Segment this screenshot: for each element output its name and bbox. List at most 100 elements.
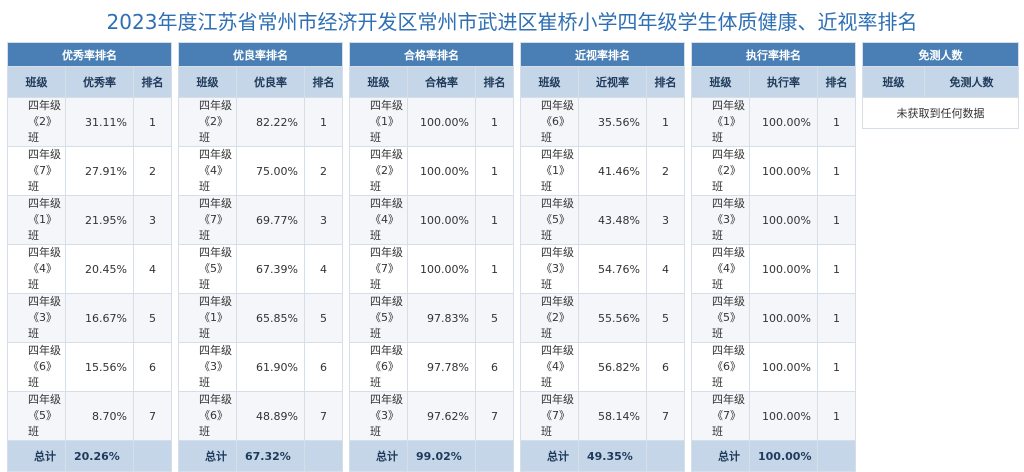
table-title: 近视率排名: [519, 42, 686, 67]
class-cell: 四年级 《4》班: [178, 146, 237, 196]
table-row: 四年级 《4》班 100.00% 1: [349, 195, 515, 245]
grade-label: 四年级: [712, 148, 745, 161]
class-cell: 四年级 《5》班: [7, 391, 66, 441]
class-cell: 四年级 《4》班: [7, 244, 66, 294]
value-cell: 54.76%: [578, 244, 647, 294]
value-cell: 97.62%: [407, 391, 476, 441]
col-header-class: 班级: [178, 66, 237, 98]
grade-label: 四年级: [712, 99, 745, 112]
class-label: 《4》班: [712, 262, 741, 291]
grade-label: 四年级: [199, 295, 232, 308]
grade-label: 四年级: [541, 344, 574, 357]
value-cell: 100.00%: [749, 195, 818, 245]
class-cell: 四年级《3》班: [7, 293, 66, 343]
rank-cell: 2: [303, 146, 344, 196]
grade-label: 四年级: [28, 295, 61, 308]
rank-cell: 3: [645, 195, 686, 245]
total-row: 总计 100.00%: [691, 440, 857, 472]
value-cell: 20.45%: [65, 244, 134, 294]
table-row: 四年级 《6》班 48.89% 7: [178, 391, 344, 441]
exempt-table-title: 免测人数: [862, 42, 1019, 67]
class-cell: 四年级 《5》班: [178, 244, 237, 294]
value-cell: 67.39%: [236, 244, 305, 294]
value-cell: 69.77%: [236, 195, 305, 245]
value-cell: 100.00%: [407, 195, 476, 245]
grade-label: 四年级: [370, 393, 403, 406]
value-cell: 100.00%: [749, 244, 818, 294]
value-cell: 43.48%: [578, 195, 647, 245]
class-cell: 四年级《5》班: [691, 293, 750, 343]
class-label: 《5》班: [712, 311, 741, 340]
class-cell: 四年级 《7》班: [520, 391, 579, 441]
table-row: 四年级 《2》班 55.56% 5: [520, 293, 686, 343]
table-row: 四年级 《3》班 61.90% 6: [178, 342, 344, 392]
pass-rate-table: 合格率排名 班级 合格率 排名 四年级 《1》班 100.00% 1 四年级 《2》班 100.00…: [348, 42, 515, 472]
class-label: 《1》班: [541, 164, 570, 193]
class-cell: 四年级 《7》班: [691, 391, 750, 441]
class-label: 《1》班: [199, 311, 228, 340]
table-row: 四年级 《7》班 58.14% 7: [520, 391, 686, 441]
value-cell: 100.00%: [407, 146, 476, 196]
value-cell: 48.89%: [236, 391, 305, 441]
table-row: 四年级 《7》班 100.00% 1: [691, 391, 857, 441]
class-label: 《4》班: [199, 164, 228, 193]
value-cell: 65.85%: [236, 293, 305, 343]
class-cell: 四年级 《2》班: [691, 146, 750, 196]
grade-label: 四年级: [370, 148, 403, 161]
rank-cell: 6: [474, 342, 515, 392]
table-row: 四年级 《5》班 43.48% 3: [520, 195, 686, 245]
table-row: 四年级 《6》班 15.56% 6: [7, 342, 173, 392]
grade-label: 四年级: [370, 99, 403, 112]
rank-cell: 7: [132, 391, 173, 441]
class-label: 《3》班: [712, 213, 741, 242]
class-cell: 四年级 《4》班: [349, 195, 408, 245]
excellent-rate-table: 优秀率排名 班级 优秀率 排名 四年级 《2》班 31.11% 1 四年级 《7》班 27.91% 2…: [6, 42, 173, 472]
table-row: 四年级 《7》班 27.91% 2: [7, 146, 173, 196]
class-cell: 四年级 《2》班: [178, 97, 237, 147]
col-header-class: 班级: [349, 66, 408, 98]
value-cell: 100.00%: [749, 342, 818, 392]
class-label: 《4》班: [370, 213, 399, 242]
class-label: 《7》班: [712, 409, 741, 438]
total-row: 总计 20.26%: [7, 440, 173, 472]
table-row: 四年级 《2》班 100.00% 1: [691, 146, 857, 196]
value-cell: 100.00%: [749, 391, 818, 441]
class-label: 《6》班: [541, 115, 570, 144]
col-header-rank: 排名: [816, 66, 857, 98]
grade-label: 四年级: [370, 344, 403, 357]
total-rank-empty: [132, 440, 173, 472]
grade-label: 四年级: [199, 393, 232, 406]
class-cell: 四年级 《5》班: [349, 293, 408, 343]
class-label: 《3》班: [28, 311, 57, 340]
grade-label: 四年级: [199, 99, 232, 112]
class-label: 《2》班: [370, 164, 399, 193]
rank-cell: 2: [132, 146, 173, 196]
total-row: 总计 99.02%: [349, 440, 515, 472]
table-row: 四年级 《6》班 100.00% 1: [691, 342, 857, 392]
rank-cell: 2: [645, 146, 686, 196]
total-label: 总计: [349, 440, 408, 472]
grade-label: 四年级: [199, 344, 232, 357]
rank-cell: 4: [303, 244, 344, 294]
value-cell: 100.00%: [407, 244, 476, 294]
col-header-class: 班级: [691, 66, 750, 98]
grade-label: 四年级: [541, 295, 574, 308]
rank-cell: 1: [474, 146, 515, 196]
col-header-metric: 优良率: [236, 66, 305, 98]
class-cell: 四年级 《3》班: [691, 195, 750, 245]
rank-cell: 1: [816, 293, 857, 343]
class-cell: 四年级 《6》班: [349, 342, 408, 392]
col-header-metric: 合格率: [407, 66, 476, 98]
grade-label: 四年级: [541, 246, 574, 259]
table-row: 四年级 《2》班 82.22% 1: [178, 97, 344, 147]
col-header-rank: 排名: [303, 66, 344, 98]
total-label: 总计: [7, 440, 66, 472]
table-row: 四年级 《7》班 69.77% 3: [178, 195, 344, 245]
total-row: 总计 67.32%: [178, 440, 344, 472]
grade-label: 四年级: [28, 197, 61, 210]
rank-cell: 6: [132, 342, 173, 392]
class-label: 《3》班: [370, 409, 399, 438]
grade-label: 四年级: [28, 99, 61, 112]
value-cell: 31.11%: [65, 97, 134, 147]
grade-label: 四年级: [712, 295, 745, 308]
